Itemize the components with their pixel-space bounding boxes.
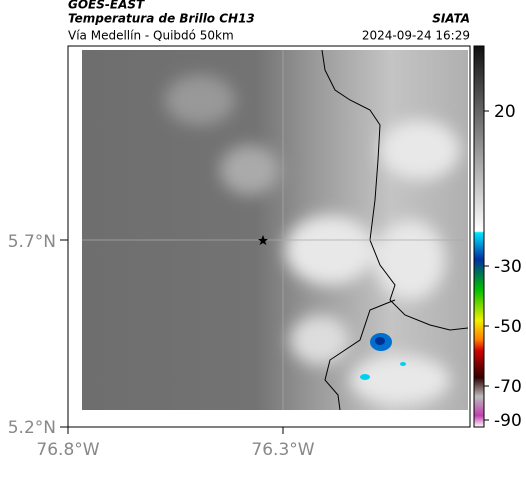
lat-label: 5.2°N [8, 418, 56, 438]
lon-label: 76.8°W [36, 440, 99, 460]
colorbar-label: -50 [494, 317, 522, 337]
map-image [82, 50, 468, 410]
lat-label: 5.7°N [8, 232, 56, 252]
agency: SIATA [432, 12, 470, 26]
colorbar-label: -30 [494, 257, 522, 277]
colorbar-label: 20 [494, 102, 516, 122]
product: Temperatura de Brillo CH13 [68, 12, 255, 26]
lon-label: 76.3°W [251, 440, 314, 460]
colorbar-label: -90 [494, 411, 522, 431]
datetime: 2024-09-24 16:29 [362, 29, 470, 43]
colorbar-label: -70 [494, 377, 522, 397]
source: GOES-EAST [68, 0, 145, 12]
colorbar [473, 45, 485, 428]
region: Vía Medellín - Quibdó 50km [68, 29, 234, 43]
colorbar-ticks [484, 110, 489, 421]
